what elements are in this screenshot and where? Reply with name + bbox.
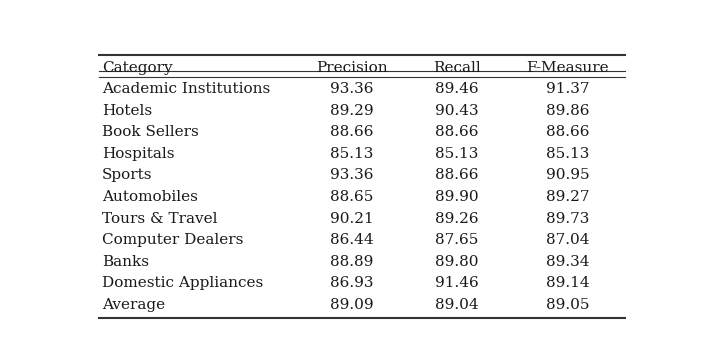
Text: 86.93: 86.93 <box>330 276 373 290</box>
Text: 90.43: 90.43 <box>436 104 479 118</box>
Text: 85.13: 85.13 <box>436 147 479 161</box>
Text: 93.36: 93.36 <box>330 169 373 182</box>
Text: 90.21: 90.21 <box>330 211 374 226</box>
Text: Recall: Recall <box>433 61 481 75</box>
Text: Sports: Sports <box>102 169 153 182</box>
Text: 89.14: 89.14 <box>546 276 590 290</box>
Text: 87.65: 87.65 <box>436 233 479 247</box>
Text: 88.66: 88.66 <box>436 125 479 139</box>
Text: Precision: Precision <box>316 61 387 75</box>
Text: 89.29: 89.29 <box>330 104 373 118</box>
Text: 89.27: 89.27 <box>546 190 589 204</box>
Text: 89.34: 89.34 <box>546 255 589 269</box>
Text: 89.90: 89.90 <box>436 190 479 204</box>
Text: 89.73: 89.73 <box>546 211 589 226</box>
Text: Academic Institutions: Academic Institutions <box>102 82 270 96</box>
Text: Banks: Banks <box>102 255 149 269</box>
Text: 88.66: 88.66 <box>436 169 479 182</box>
Text: Hospitals: Hospitals <box>102 147 175 161</box>
Text: 85.13: 85.13 <box>546 147 589 161</box>
Text: 89.26: 89.26 <box>436 211 479 226</box>
Text: 87.04: 87.04 <box>546 233 589 247</box>
Text: Computer Dealers: Computer Dealers <box>102 233 243 247</box>
Text: 88.66: 88.66 <box>330 125 373 139</box>
Text: Domestic Appliances: Domestic Appliances <box>102 276 263 290</box>
Text: 89.05: 89.05 <box>546 298 589 312</box>
Text: Book Sellers: Book Sellers <box>102 125 199 139</box>
Text: Tours & Travel: Tours & Travel <box>102 211 218 226</box>
Text: 89.46: 89.46 <box>436 82 479 96</box>
Text: 91.46: 91.46 <box>435 276 479 290</box>
Text: 85.13: 85.13 <box>330 147 373 161</box>
Text: 88.66: 88.66 <box>546 125 589 139</box>
Text: 89.86: 89.86 <box>546 104 589 118</box>
Text: Automobiles: Automobiles <box>102 190 198 204</box>
Text: 86.44: 86.44 <box>330 233 373 247</box>
Text: Average: Average <box>102 298 165 312</box>
Text: 93.36: 93.36 <box>330 82 373 96</box>
Text: 89.80: 89.80 <box>436 255 479 269</box>
Text: 90.95: 90.95 <box>546 169 590 182</box>
Text: 89.09: 89.09 <box>330 298 373 312</box>
Text: Category: Category <box>102 61 173 75</box>
Text: F-Measure: F-Measure <box>526 61 609 75</box>
Text: 89.04: 89.04 <box>436 298 479 312</box>
Text: 91.37: 91.37 <box>546 82 589 96</box>
Text: 88.65: 88.65 <box>330 190 373 204</box>
Text: 88.89: 88.89 <box>330 255 373 269</box>
Text: Hotels: Hotels <box>102 104 152 118</box>
